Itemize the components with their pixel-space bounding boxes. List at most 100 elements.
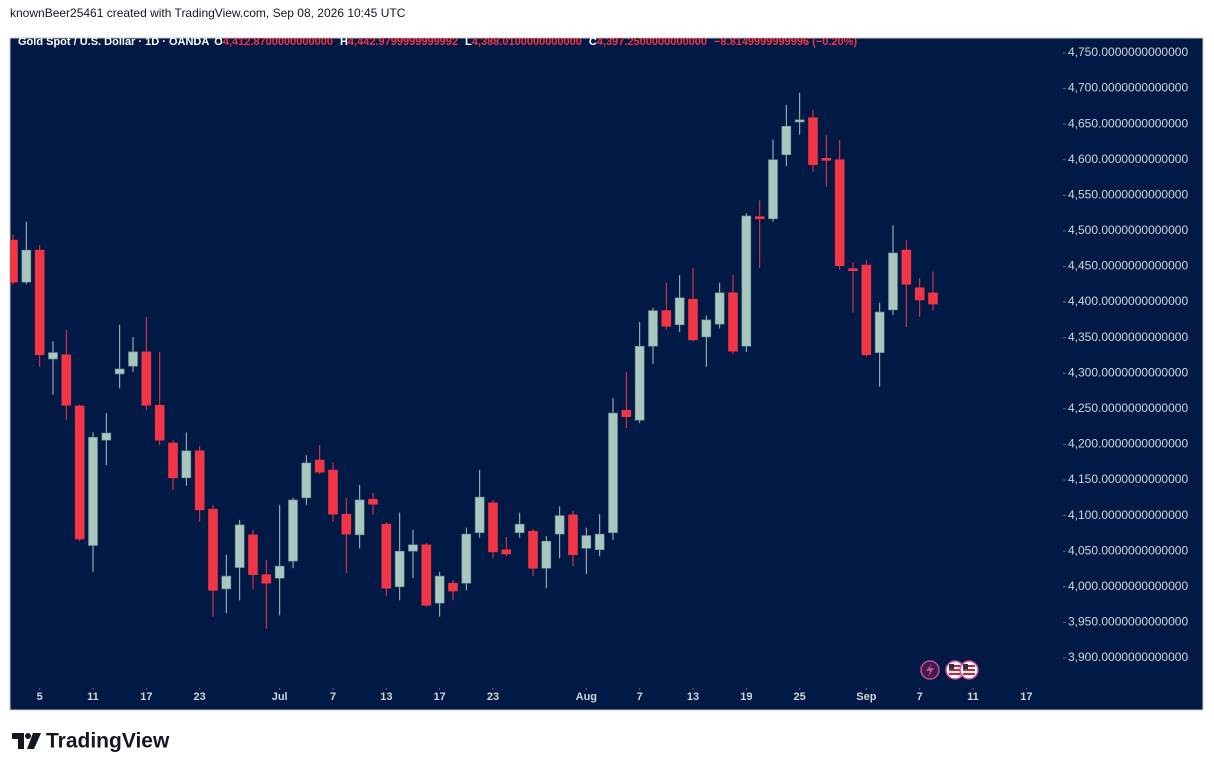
candle-body — [221, 575, 232, 590]
candle-body — [581, 535, 592, 549]
y-tick-label: 4,050.0000000000000 — [1068, 543, 1188, 557]
event-icons — [920, 660, 979, 680]
candle-body — [554, 515, 565, 535]
y-tick-label: 4,300.0000000000000 — [1068, 365, 1188, 379]
candle-body — [474, 496, 485, 533]
candle-body — [754, 216, 765, 220]
legend-key: O — [214, 36, 223, 48]
candle-body — [848, 268, 858, 272]
x-tick-label: Sep — [856, 691, 876, 703]
chart-legend: Gold Spot / U.S. Dollar · 1D · OANDA O 4,4… — [18, 36, 857, 48]
x-tick-label: 23 — [194, 691, 206, 703]
chart-title: Gold Spot / U.S. Dollar · 1D · OANDA — [18, 36, 209, 48]
candle-body — [888, 252, 898, 311]
chart-panel — [9, 37, 1204, 711]
plot: 3,900.0000000000000 3,950.0000000000000 4,… — [10, 36, 1188, 703]
x-tick-label: 7 — [637, 691, 643, 703]
candle-body — [488, 502, 498, 553]
candle-body — [528, 530, 538, 569]
candle-body — [381, 523, 392, 589]
candle-body — [274, 565, 285, 579]
candle-body — [421, 544, 432, 606]
candle-body — [21, 249, 32, 283]
legend-value: 4,442.9799999999992 — [348, 36, 458, 48]
candle-body — [10, 239, 18, 283]
y-tick-label: 3,900.0000000000000 — [1068, 650, 1188, 664]
candle-body — [314, 459, 325, 473]
x-tick-label: 7 — [330, 691, 336, 703]
candle-body — [688, 298, 698, 341]
candle-body — [714, 292, 725, 325]
candle-body — [541, 540, 552, 569]
y-tick-label: 4,550.0000000000000 — [1068, 187, 1188, 201]
x-tick-label: 5 — [37, 691, 43, 703]
brand-logo — [12, 733, 41, 749]
candle-body — [568, 514, 578, 556]
candle-body — [368, 498, 378, 505]
candle-body — [328, 469, 338, 515]
candle-body — [768, 159, 778, 220]
candle-body — [114, 368, 125, 375]
candle-body — [154, 404, 165, 441]
candle-body — [248, 534, 258, 575]
x-tick-label: 13 — [380, 691, 392, 703]
x-tick-label: 23 — [487, 691, 499, 703]
candle-body — [448, 582, 458, 592]
legend-key: H — [340, 36, 348, 48]
y-tick-label: 4,100.0000000000000 — [1068, 508, 1188, 522]
y-tick-label: 4,450.0000000000000 — [1068, 259, 1188, 273]
candle-body — [781, 125, 792, 156]
candle-body — [661, 310, 672, 327]
candle-body — [874, 311, 885, 353]
x-tick-label: Jul — [272, 691, 288, 703]
y-tick-label: 4,000.0000000000000 — [1068, 579, 1188, 593]
candle-body — [194, 450, 205, 511]
candle-body — [168, 442, 178, 479]
y-tick-label: 3,950.0000000000000 — [1068, 615, 1188, 629]
candle-body — [208, 508, 218, 591]
x-tick-label: 25 — [794, 691, 806, 703]
candle-body — [594, 533, 605, 551]
x-tick-label: 11 — [87, 691, 99, 703]
x-tick-label: 7 — [917, 691, 923, 703]
candle-body — [261, 574, 272, 584]
candle-body — [88, 437, 98, 546]
legend-change: −8.8149999999996 (−0.20%) — [714, 36, 857, 48]
candle-body — [634, 345, 645, 421]
candle-body — [141, 351, 152, 406]
candle-body — [834, 159, 845, 267]
y-tick-label: 4,700.0000000000000 — [1068, 81, 1188, 95]
y-tick-label: 4,500.0000000000000 — [1068, 223, 1188, 237]
x-tick-label: 13 — [687, 691, 699, 703]
candle-body — [794, 119, 805, 123]
candle-body — [394, 550, 405, 588]
y-tick-label: 4,750.0000000000000 — [1068, 45, 1188, 59]
legend-value: 4,397.2500000000000 — [597, 36, 707, 48]
x-tick-label: 17 — [434, 691, 446, 703]
candle-body — [501, 549, 512, 555]
candle-body — [608, 412, 618, 533]
y-tick-label: 4,200.0000000000000 — [1068, 437, 1188, 451]
candle-body — [61, 354, 72, 406]
candle-body — [288, 499, 298, 562]
candle-body — [928, 292, 938, 305]
x-tick-label: Aug — [576, 691, 597, 703]
candle-body — [74, 405, 85, 540]
candle-body — [901, 249, 912, 285]
candle-body — [914, 287, 925, 301]
candle-body — [301, 462, 312, 499]
candle-body — [128, 351, 138, 367]
y-tick-label: 4,650.0000000000000 — [1068, 116, 1188, 130]
y-tick-label: 4,600.0000000000000 — [1068, 152, 1188, 166]
legend-key: C — [589, 36, 597, 48]
candle-body — [234, 524, 245, 568]
legend-value: 4,388.0100000000000 — [472, 36, 582, 48]
caption: knownBeer25461 created with TradingView.… — [10, 6, 406, 20]
candle-body — [621, 409, 632, 417]
candle-body — [808, 117, 818, 165]
candle-body — [701, 319, 712, 338]
candle-body — [341, 513, 352, 535]
candle-body — [728, 292, 738, 352]
y-tick-label: 4,350.0000000000000 — [1068, 330, 1188, 344]
